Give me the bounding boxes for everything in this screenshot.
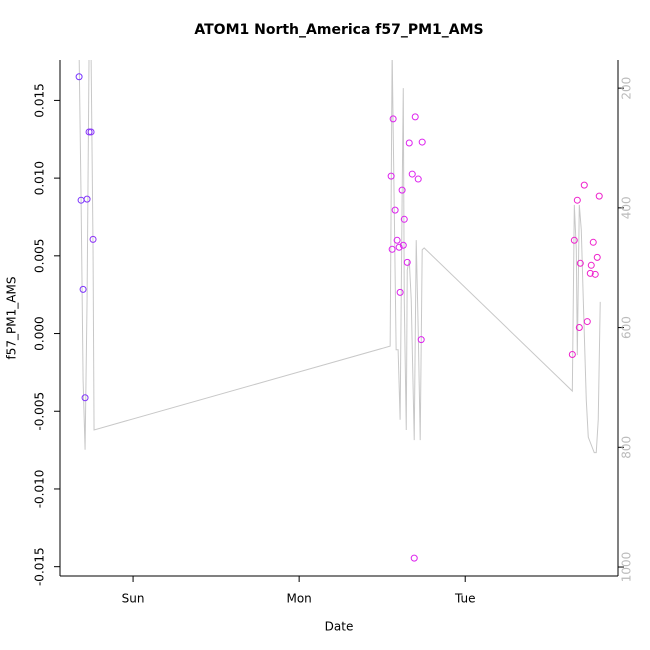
y2-tick-label: 600 bbox=[620, 316, 634, 339]
data-point bbox=[418, 138, 426, 146]
data-point bbox=[411, 113, 419, 121]
x-axis-label: Date bbox=[325, 620, 354, 634]
plot-area bbox=[75, 60, 603, 562]
data-point bbox=[595, 192, 603, 200]
data-point bbox=[417, 336, 425, 344]
data-point bbox=[586, 269, 594, 277]
y-tick-label: 0.005 bbox=[33, 239, 47, 273]
data-point bbox=[570, 236, 578, 244]
y2-tick-label: 800 bbox=[620, 436, 634, 459]
data-point bbox=[576, 259, 584, 267]
y-tick-label: 0.015 bbox=[33, 83, 47, 117]
y-axis-label: f57_PM1_AMS bbox=[5, 277, 19, 360]
data-point bbox=[414, 175, 422, 183]
x-tick-label: Tue bbox=[454, 592, 476, 606]
y-tick-label: -0.015 bbox=[33, 547, 47, 586]
data-point bbox=[403, 258, 411, 266]
data-point bbox=[85, 128, 93, 136]
y2-tick-label: 200 bbox=[620, 77, 634, 100]
y2-tick-label: 400 bbox=[620, 196, 634, 219]
data-point bbox=[587, 261, 595, 269]
data-point bbox=[589, 238, 597, 246]
data-point bbox=[391, 206, 399, 214]
data-point bbox=[398, 186, 406, 194]
x-tick-label: Mon bbox=[286, 592, 311, 606]
data-point bbox=[410, 554, 418, 562]
x-tick-label: Sun bbox=[122, 592, 145, 606]
y-tick-label: 0.010 bbox=[33, 161, 47, 195]
data-point bbox=[389, 115, 397, 123]
chart-title: ATOM1 North_America f57_PM1_AMS bbox=[194, 22, 483, 38]
data-point bbox=[79, 285, 87, 293]
data-point bbox=[591, 270, 599, 278]
data-point bbox=[396, 288, 404, 296]
data-point bbox=[575, 323, 583, 331]
data-point bbox=[83, 195, 91, 203]
data-point bbox=[573, 196, 581, 204]
data-point bbox=[399, 241, 407, 249]
data-point bbox=[583, 318, 591, 326]
data-point bbox=[87, 128, 95, 136]
data-point bbox=[89, 235, 97, 243]
y-tick-label: -0.010 bbox=[33, 470, 47, 509]
data-point bbox=[408, 170, 416, 178]
data-point bbox=[75, 73, 83, 81]
data-point bbox=[388, 245, 396, 253]
data-point bbox=[393, 236, 401, 244]
data-point bbox=[405, 139, 413, 147]
data-point bbox=[568, 351, 576, 359]
data-point bbox=[395, 243, 403, 251]
y-tick-label: 0.000 bbox=[33, 316, 47, 350]
y-tick-label: -0.005 bbox=[33, 392, 47, 431]
data-point bbox=[580, 181, 588, 189]
data-point bbox=[400, 215, 408, 223]
data-point bbox=[387, 172, 395, 180]
data-point bbox=[81, 394, 89, 402]
y2-tick-label: 1000 bbox=[620, 552, 634, 583]
data-point bbox=[593, 253, 601, 261]
